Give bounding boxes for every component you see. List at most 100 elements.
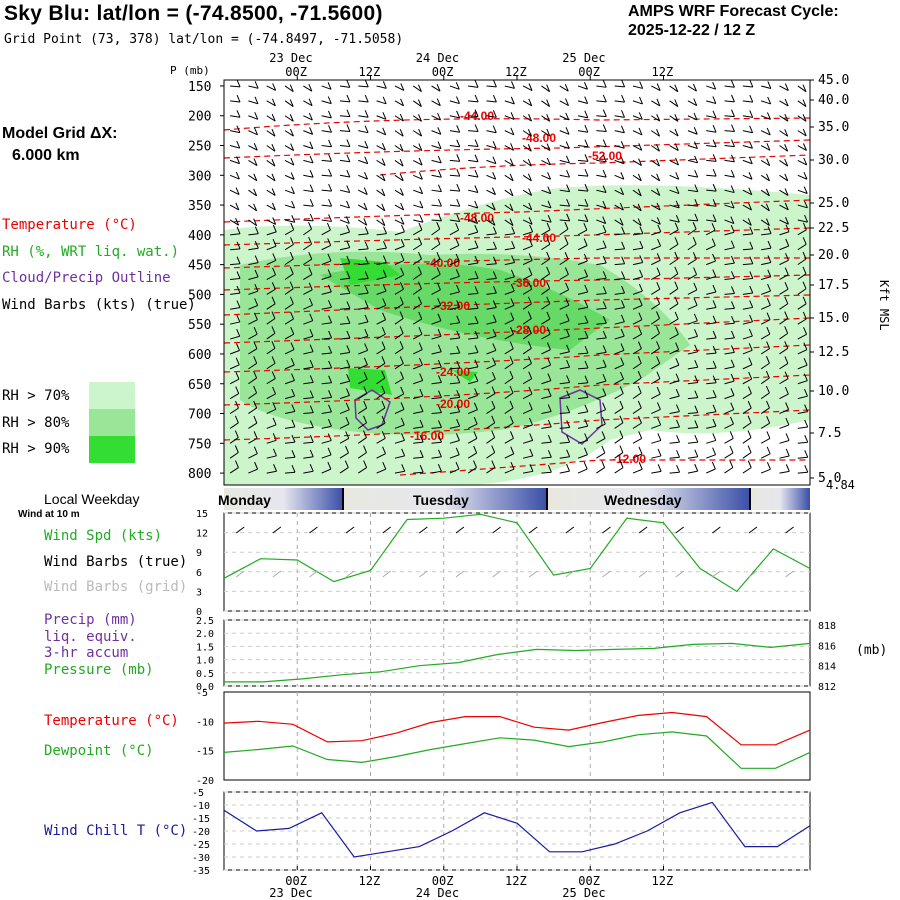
wind-barb-staff — [706, 291, 717, 295]
wind-barb-flag — [381, 203, 386, 212]
wind-barb-flag — [290, 172, 295, 180]
temp-contour-label: -48.00 — [460, 211, 494, 225]
wind-barb-flag — [474, 185, 479, 193]
wind-barb-flag — [381, 385, 386, 394]
wind-barb-staff — [358, 115, 369, 118]
wind-barb-staff — [412, 115, 422, 122]
wind-barb-flag — [620, 328, 625, 337]
isotherm-line — [223, 409, 811, 441]
wind-barb-flag — [765, 370, 770, 379]
wind-barb-staff — [797, 333, 807, 340]
wind-barb-flag — [621, 241, 626, 250]
wind-barb-flag — [363, 371, 368, 380]
wind-barb-flag — [749, 94, 754, 103]
wind-barb-flag — [290, 326, 295, 335]
wind-barb-staff — [779, 303, 789, 310]
wind-barb-flag — [748, 343, 753, 351]
wind-barb-staff — [266, 85, 276, 91]
wind-barb-flag — [328, 183, 333, 192]
wind-barb-staff — [779, 455, 790, 459]
pressure-y-tick: 818 — [818, 621, 836, 632]
wind-barb-staff — [486, 378, 496, 385]
wind-barb-staff — [687, 219, 698, 222]
wind-barb-flag — [236, 329, 241, 337]
wind-barb-staff — [486, 422, 496, 429]
wind-barb-flag — [418, 114, 422, 122]
wind-barb-staff — [303, 243, 312, 251]
wind-barb-flag — [437, 184, 442, 192]
legend-rh80-label: RH > 80% — [2, 415, 70, 431]
wind-barb-staff — [522, 219, 533, 225]
wind-barb-staff — [339, 189, 350, 193]
surface-wind-barb-grid — [675, 570, 685, 578]
wind-barb-staff — [394, 245, 405, 251]
wind-barb-flag — [382, 283, 387, 292]
wind-barb-staff — [651, 408, 661, 414]
wind-barb-staff — [284, 174, 295, 180]
wind-barb-staff — [284, 333, 295, 340]
wind-barb-staff — [687, 243, 697, 251]
wind-barb-flag — [491, 218, 496, 226]
wind-barb-flag — [694, 420, 699, 428]
wind-barb-flag — [528, 202, 533, 211]
wind-barb-staff — [614, 335, 625, 340]
wind-barb-flag — [327, 433, 332, 441]
wind-barb-staff — [321, 189, 332, 192]
temp-contour-label: -40.00 — [426, 256, 460, 270]
temp-contour-label: -24.00 — [436, 365, 470, 379]
wind-barb-staff — [522, 174, 532, 182]
wind-barb-flag — [528, 282, 533, 290]
wind-barb-staff — [449, 367, 460, 370]
wind-barb-flag — [290, 222, 295, 231]
wind-barb-staff — [577, 306, 588, 310]
wind-barb-flag — [674, 84, 679, 92]
wind-barb-flag — [511, 81, 515, 89]
wind-barb-staff — [779, 274, 789, 280]
wind-barb-flag — [253, 158, 258, 166]
wind-barb-flag — [619, 400, 624, 409]
wind-barb-staff — [559, 412, 570, 415]
wind-barb-flag — [694, 390, 699, 398]
wind-barb-flag — [364, 79, 369, 88]
wind-barb-staff — [761, 261, 772, 266]
wind-barb-flag — [637, 370, 642, 379]
wind-barb-flag — [308, 221, 313, 230]
wind-barb-staff — [577, 454, 588, 459]
wind-barb-staff — [229, 219, 239, 226]
wind-y-tick: 6 — [196, 568, 202, 579]
wind-barb-staff — [797, 395, 808, 400]
wind-barb-flag — [637, 218, 642, 226]
wind-barb-flag — [675, 342, 680, 350]
wind-barb-staff — [339, 262, 350, 266]
wind-barb-flag — [547, 465, 552, 473]
wind-barb-flag — [656, 296, 661, 304]
wind-barb-staff — [577, 322, 589, 325]
wind-barb-staff — [504, 304, 515, 310]
wind-barb-staff — [541, 273, 550, 280]
wind-barb-staff — [376, 422, 386, 429]
wind-barb-flag — [712, 404, 717, 412]
wind-barb-flag — [273, 464, 278, 472]
wind-barb-staff — [358, 145, 369, 149]
wind-barb-flag — [803, 200, 808, 208]
wind-barb-flag — [784, 386, 789, 395]
wind-barb-flag — [784, 311, 789, 319]
wind-barb-flag — [272, 402, 277, 410]
wind-barb-staff — [266, 439, 277, 444]
wind-barb-flag — [528, 371, 533, 379]
wind-barb-flag — [602, 200, 607, 209]
wind-barb-staff — [303, 274, 313, 280]
wind-barb-flag — [236, 343, 240, 351]
wind-barb-flag — [802, 296, 807, 304]
temp-contour-label: -44.00 — [460, 109, 494, 123]
wind-barb-flag — [803, 172, 808, 180]
pressure-y-tick: 812 — [818, 682, 836, 693]
wind-barb-staff — [596, 423, 606, 429]
wind-barb-staff — [559, 204, 570, 207]
wind-barb-flag — [346, 271, 351, 279]
wind-barb-flag — [784, 281, 789, 290]
kft-tick-label: 5.0 — [818, 471, 841, 486]
wind-barb-flag — [621, 300, 625, 308]
wind-barb-staff — [303, 159, 314, 164]
wind-y-tick: 3 — [196, 587, 202, 598]
